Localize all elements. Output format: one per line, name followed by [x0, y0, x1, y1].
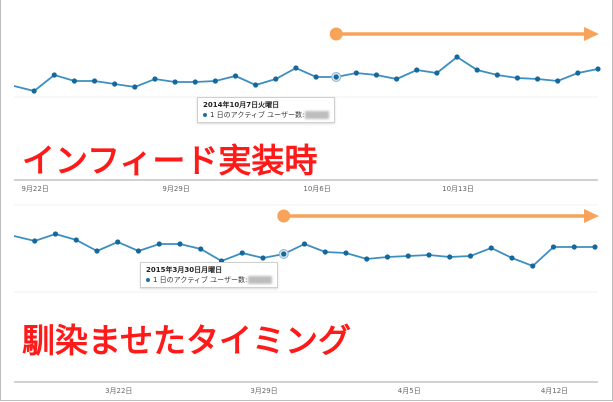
data-point [313, 74, 319, 80]
data-point [260, 255, 266, 261]
data-point [112, 81, 118, 87]
tooltip-chart-2: 2015年3月30日月曜日 1 日のアクティブ ユーザー数: [140, 262, 279, 288]
data-point [571, 244, 577, 250]
data-point [198, 246, 204, 252]
data-point [530, 263, 536, 269]
data-point [52, 231, 59, 237]
tooltip-label: 1 日のアクティブ ユーザー数: [210, 111, 305, 119]
x-tick-label: 4月5日 [397, 387, 421, 395]
data-point [253, 82, 259, 88]
x-tick-label: 10月6日 [303, 185, 331, 193]
tooltip-date: 2015年3月30日月曜日 [146, 266, 223, 274]
series-line [13, 233, 595, 268]
data-point [32, 238, 38, 244]
data-point [394, 76, 400, 82]
tooltip-label: 1 日のアクティブ ユーザー数: [153, 276, 248, 284]
data-point [232, 73, 239, 79]
tooltip-chart-1: 2014年10月7日火曜日 1 日のアクティブ ユーザー数: [197, 97, 336, 123]
data-point [156, 241, 162, 247]
data-point [333, 74, 339, 80]
data-point [322, 249, 328, 255]
data-point [414, 67, 420, 73]
data-point [454, 54, 460, 60]
data-point [514, 75, 521, 81]
data-point [51, 72, 57, 78]
headline-chart-1: インフィード実装時 [22, 141, 318, 180]
data-point [373, 72, 380, 78]
data-point [405, 253, 411, 259]
data-point [172, 79, 178, 85]
blurred-value [305, 111, 330, 119]
data-point [575, 70, 581, 76]
data-point [71, 78, 78, 84]
data-point [592, 244, 598, 250]
blurred-value [248, 276, 273, 284]
data-point [281, 251, 287, 257]
x-tick-label: 3月29日 [250, 387, 278, 395]
data-point [94, 248, 100, 254]
data-point [273, 76, 279, 82]
data-point [474, 67, 480, 73]
data-point [115, 239, 121, 245]
timing-arrow-head-icon [584, 27, 599, 41]
timing-arrow-start [277, 209, 291, 223]
data-point [434, 70, 440, 76]
data-point [91, 78, 98, 84]
data-point [426, 252, 432, 258]
data-point [132, 84, 138, 90]
tooltip-date: 2014年10月7日火曜日 [203, 101, 280, 109]
x-tick-label: 9月29日 [162, 185, 190, 193]
data-point [293, 65, 299, 71]
data-point [595, 66, 601, 72]
headline-chart-2: 馴染ませたタイミング [22, 321, 352, 360]
data-point [534, 76, 541, 82]
x-tick-label: 3月22日 [105, 387, 133, 395]
data-point [447, 254, 453, 260]
x-tick-label: 4月12日 [540, 387, 569, 395]
x-tick-label: 9月22日 [21, 185, 49, 193]
data-point [494, 72, 500, 78]
data-point [239, 250, 245, 256]
data-point [364, 256, 370, 262]
data-point [488, 245, 494, 251]
timing-arrow-head-icon [584, 209, 599, 223]
data-point [343, 250, 349, 256]
data-point [135, 248, 142, 254]
data-point [550, 244, 557, 250]
data-point [509, 255, 515, 261]
data-point [555, 78, 561, 84]
data-point [31, 88, 37, 94]
data-point [212, 78, 218, 84]
x-tick-label: 10月13日 [442, 185, 474, 193]
data-point [301, 241, 308, 247]
series-dot-icon [146, 278, 150, 282]
data-point [192, 79, 198, 85]
data-point [467, 253, 474, 259]
data-point [152, 76, 158, 82]
data-point [73, 237, 79, 243]
timing-arrow-start [329, 27, 343, 41]
series-line [13, 55, 599, 92]
series-dot-icon [203, 113, 207, 117]
data-point [177, 241, 183, 247]
data-point [353, 70, 359, 76]
data-point [384, 254, 391, 260]
